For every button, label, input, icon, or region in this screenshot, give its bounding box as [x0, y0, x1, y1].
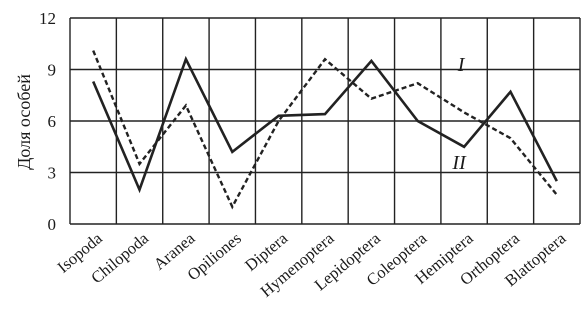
series-line-II [92, 55, 558, 194]
series-labels: III [451, 54, 467, 174]
series-label-I: I [457, 54, 466, 76]
x-tick-labels: IsopodaChilopodaAraneaOpilionesDipteraHy… [54, 228, 570, 301]
series-line-I [92, 50, 558, 210]
y-tick-label: 9 [48, 61, 57, 80]
grid [69, 17, 581, 225]
y-axis-label: Доля особей [14, 74, 34, 170]
series-lines [92, 50, 558, 210]
y-tick-label: 0 [48, 215, 57, 234]
y-tick-label: 6 [48, 112, 57, 131]
y-tick-labels: 0 3 6 9 12 [39, 9, 56, 234]
y-tick-label: 3 [48, 164, 57, 183]
y-tick-label: 12 [39, 9, 56, 28]
series-label-II: II [451, 152, 467, 174]
